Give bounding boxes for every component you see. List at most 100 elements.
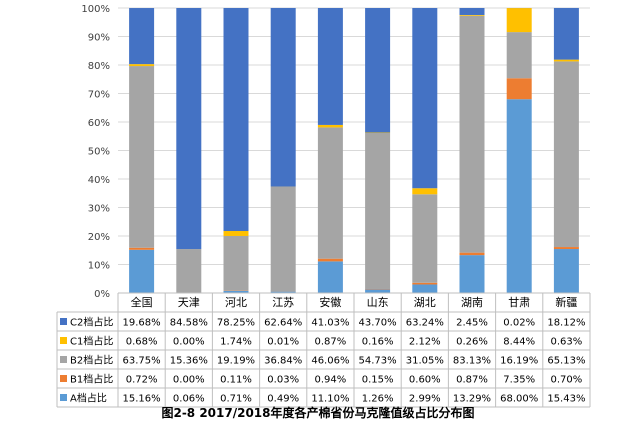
bar-segment [460, 16, 485, 253]
data-cell-label: 62.64% [264, 318, 302, 329]
bar-segment [412, 188, 437, 194]
data-cell-label: 68.00% [500, 394, 538, 405]
data-cell-label: 0.16% [362, 337, 394, 348]
data-cell-label: 18.12% [547, 318, 585, 329]
bar-segment [507, 78, 532, 99]
bar-segment [318, 8, 343, 125]
y-tick-label: 30% [88, 204, 110, 215]
bar-segment [318, 261, 343, 293]
legend-swatch [60, 356, 67, 363]
y-tick-label: 80% [88, 61, 110, 72]
bar-segment [460, 253, 485, 255]
x-category-label: 河北 [225, 296, 247, 309]
bar-segment [318, 127, 343, 258]
bar-segment [554, 249, 579, 293]
bar-segment [507, 8, 532, 32]
data-cell-label: 0.11% [220, 375, 252, 386]
data-cell-label: 0.70% [551, 375, 583, 386]
data-cell-label: 63.24% [406, 318, 444, 329]
data-cell-label: 15.36% [170, 356, 208, 367]
bar-segment [224, 231, 249, 236]
data-cell-label: 0.87% [315, 337, 347, 348]
data-cell-label: 84.58% [170, 318, 208, 329]
data-cell-label: 2.12% [409, 337, 441, 348]
bar-segment [554, 8, 579, 60]
y-tick-label: 10% [88, 261, 110, 272]
bar-segment [507, 32, 532, 78]
data-cell-label: 0.26% [456, 337, 488, 348]
y-tick-label: 60% [88, 118, 110, 129]
data-cell-label: 36.84% [264, 356, 302, 367]
legend-label: C2档占比 [70, 316, 113, 329]
bar-segment [554, 61, 579, 247]
data-cell-label: 0.94% [315, 375, 347, 386]
data-cell-label: 0.02% [503, 318, 535, 329]
data-cell-label: 0.15% [362, 375, 394, 386]
data-cell-label: 1.26% [362, 394, 394, 405]
bar-segment [129, 66, 154, 248]
bar-segment [460, 15, 485, 16]
y-tick-label: 90% [88, 33, 110, 44]
bar-segment [318, 125, 343, 127]
bar-segment [271, 8, 296, 187]
data-cell-label: 54.73% [359, 356, 397, 367]
bar-segment [554, 60, 579, 62]
data-cell-label: 16.19% [500, 356, 538, 367]
data-cell-label: 83.13% [453, 356, 491, 367]
x-category-label: 安徽 [319, 295, 341, 309]
bar-segment [224, 236, 249, 291]
bar-segment [176, 249, 201, 293]
bar-segment [365, 8, 390, 133]
x-category-label: 山东 [367, 296, 389, 309]
legend-label: C1档占比 [70, 335, 113, 348]
legend-swatch [60, 318, 67, 325]
y-tick-label: 20% [88, 232, 110, 243]
y-axis-ticks: 0%10%20%30%40%50%60%70%80%90%100% [81, 4, 110, 300]
data-cell-label: 19.68% [123, 318, 161, 329]
bar-segment [507, 99, 532, 293]
y-tick-label: 40% [88, 175, 110, 186]
data-cell-label: 15.43% [547, 394, 585, 405]
bar-segment [318, 259, 343, 262]
x-category-label: 湖南 [461, 296, 483, 309]
data-cell-label: 0.49% [267, 394, 299, 405]
legend-swatch [60, 394, 67, 401]
data-cell-label: 13.29% [453, 394, 491, 405]
x-category-label: 江苏 [272, 296, 294, 309]
data-cell-label: 8.44% [503, 337, 535, 348]
bar-segment [129, 64, 154, 66]
x-category-label: 全国 [131, 295, 153, 309]
data-cell-label: 0.71% [220, 394, 252, 405]
data-cell-label: 0.00% [173, 375, 205, 386]
bar-segment [224, 8, 249, 231]
data-cell-label: 2.45% [456, 318, 488, 329]
y-tick-label: 50% [88, 147, 110, 158]
bar-segment [129, 250, 154, 293]
legend-swatch [60, 337, 67, 344]
data-cell-label: 0.72% [126, 375, 158, 386]
x-category-label: 天津 [178, 296, 200, 309]
legend-swatch [60, 375, 67, 382]
data-cell-label: 19.19% [217, 356, 255, 367]
y-tick-label: 100% [81, 4, 110, 15]
data-cell-label: 15.16% [123, 394, 161, 405]
data-cell-label: 0.63% [551, 337, 583, 348]
x-category-label: 新疆 [555, 295, 577, 309]
bar-segment [271, 187, 296, 292]
data-cell-label: 11.10% [311, 394, 349, 405]
data-cell-label: 0.87% [456, 375, 488, 386]
y-tick-label: 0% [94, 289, 110, 300]
data-cell-label: 1.74% [220, 337, 252, 348]
data-cell-label: 0.60% [409, 375, 441, 386]
x-category-label: 湖北 [414, 296, 436, 309]
bar-segment [129, 248, 154, 250]
legend-label: B2档占比 [70, 354, 113, 367]
bar-segment [412, 284, 437, 293]
data-cell-label: 65.13% [547, 356, 585, 367]
bar-segment [460, 255, 485, 293]
data-cell-label: 0.68% [126, 337, 158, 348]
data-cell-label: 0.00% [173, 337, 205, 348]
